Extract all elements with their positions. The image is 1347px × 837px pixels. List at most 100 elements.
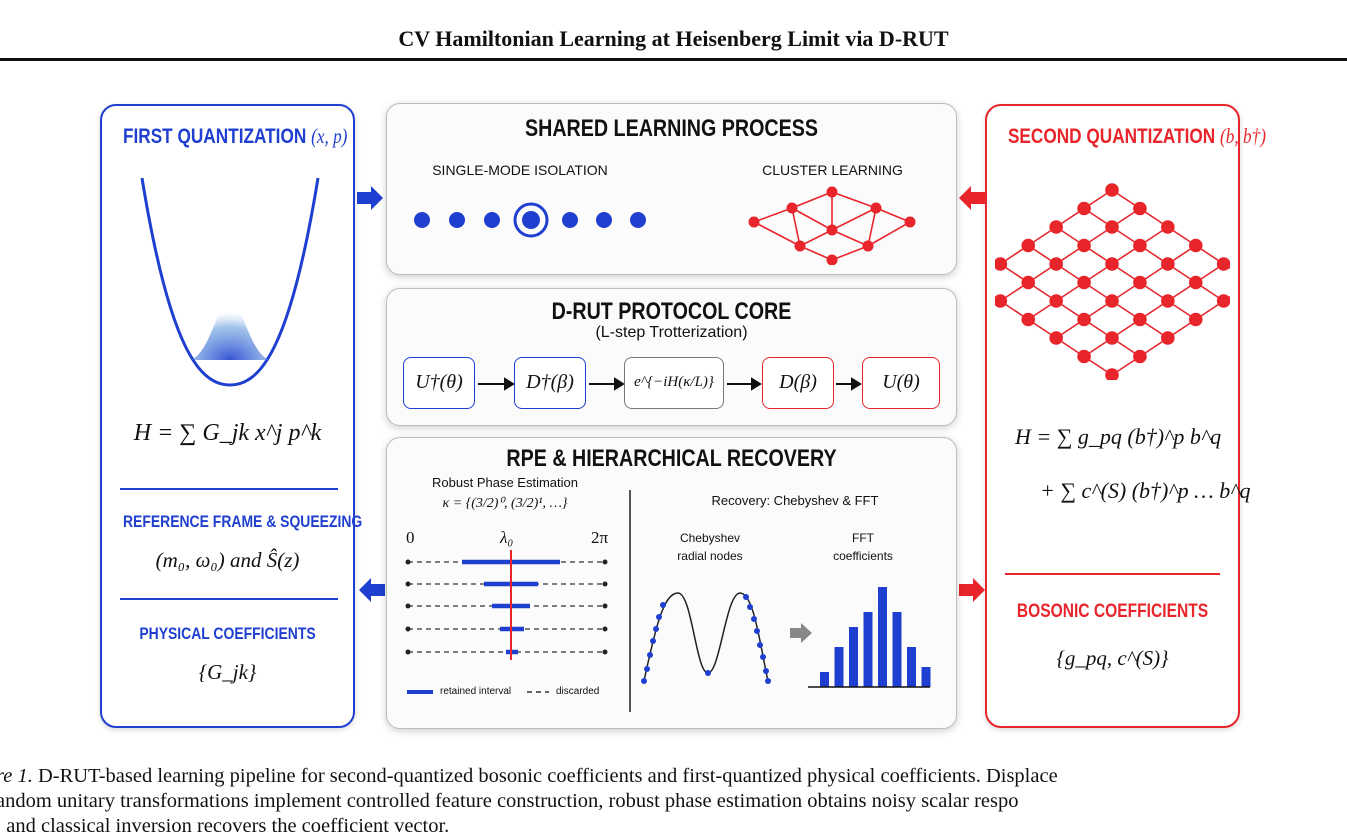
fft-bar [834, 647, 844, 687]
fft-bar [863, 612, 873, 687]
caption-line-2: andom unitary transformations implement … [0, 790, 1019, 812]
bosonic-coefficients-math: {g_pq, c^(S)} [1056, 646, 1169, 670]
lattice-node [1021, 238, 1036, 253]
lattice-node [1077, 349, 1091, 364]
rpe-divider [629, 490, 631, 712]
fft-label-2: coefficients [833, 549, 893, 563]
lattice-node [1133, 275, 1147, 290]
lattice-node [1161, 257, 1175, 271]
lattice-node [1077, 238, 1091, 253]
lattice-node [1105, 257, 1119, 271]
lattice-node [1049, 294, 1063, 308]
recovery-title: Recovery: Chebyshev & FFT [711, 493, 879, 508]
rpe-panel [386, 437, 957, 729]
protocol-arrows [478, 377, 862, 391]
left-divider-2 [120, 598, 338, 600]
lattice-node [1077, 201, 1091, 216]
arrow-right-red-icon [959, 578, 985, 602]
isolated-mode-ring [513, 202, 549, 238]
lattice-node [1049, 331, 1063, 345]
single-mode-label: SINGLE-MODE ISOLATION [432, 162, 608, 178]
lattice-node [1188, 275, 1203, 290]
lattice-node [1021, 275, 1036, 290]
lattice-node [1105, 220, 1119, 234]
lattice-node [1105, 294, 1119, 308]
title-rule [0, 58, 1347, 61]
lattice-node [1077, 312, 1091, 327]
right-divider [1005, 573, 1220, 575]
shared-learning-panel [386, 103, 957, 275]
fft-bar [849, 627, 858, 687]
lattice-node [1077, 275, 1091, 290]
second-quantization-heading: SECOND QUANTIZATION (b, b†) [1007, 124, 1266, 149]
bosonic-lattice-diagram [995, 183, 1230, 380]
second-quantization-hamiltonian-2: + ∑ c^(S) (b†)^p … b^q [1040, 478, 1251, 503]
wavepacket-gaussian [190, 300, 270, 360]
lattice-node [1161, 331, 1175, 345]
lattice-node [1105, 368, 1119, 380]
arrow-left-red-icon [959, 186, 985, 210]
lattice-node [1105, 331, 1119, 345]
page-title: CV Hamiltonian Learning at Heisenberg Li… [398, 26, 949, 51]
first-quantization-hamiltonian: H = ∑ G_jk x^j p^k [133, 420, 322, 446]
axis-end-label: 2π [591, 528, 609, 547]
potential-well-diagram [140, 177, 320, 387]
lattice-node [1216, 294, 1230, 308]
phase-estimation-intervals [405, 550, 608, 660]
second-quantization-hamiltonian-1: H = ∑ g_pq (b†)^p b^q [1015, 424, 1222, 449]
robust-phase-title: Robust Phase Estimation [432, 475, 578, 490]
reference-frame-heading: REFERENCE FRAME & SQUEEZING [122, 512, 363, 531]
bosonic-coefficients-heading: BOSONIC COEFFICIENTS [1016, 601, 1209, 622]
caption-line-3: , and classical inversion recovers the c… [0, 815, 450, 832]
fft-bar [892, 612, 902, 687]
step-u: U(θ) [862, 357, 940, 409]
single-mode-dots [414, 202, 646, 238]
fft-bar [921, 667, 931, 687]
second-quantization-label: SECOND QUANTIZATION [1007, 125, 1216, 148]
fft-label-1: FFT [852, 531, 874, 545]
arrow-right-blue-icon [357, 186, 383, 210]
fft-bar [907, 647, 916, 687]
kappa-set: κ = {(3/2)⁰, (3/2)¹, …} [442, 496, 568, 511]
lattice-node [1216, 257, 1230, 271]
second-quantization-panel [985, 104, 1240, 728]
step-d-dagger: D†(β) [514, 357, 586, 409]
fft-bar-chart [808, 587, 931, 688]
first-quantization-heading: FIRST QUANTIZATION (x, p) [123, 124, 347, 149]
caption-line-1-text: D-RUT-based learning pipeline for second… [37, 765, 1058, 787]
chebyshev-label-2: radial nodes [677, 549, 743, 563]
parabola-curve [140, 177, 320, 387]
legend-retained-label: retained interval [440, 686, 512, 697]
lattice-node [1133, 312, 1147, 327]
chebyshev-curve-plot [641, 592, 771, 684]
step-u-dagger: U†(θ) [403, 357, 475, 409]
lattice-node [1133, 201, 1147, 216]
left-divider-1 [120, 488, 338, 490]
cluster-graph [748, 186, 916, 265]
lattice-node [1188, 312, 1203, 327]
recovery-arrow-icon [790, 623, 812, 643]
reference-frame-math: (m₀, ω₀) and Ŝ(z) [155, 548, 300, 572]
step-d: D(β) [762, 357, 834, 409]
legend-discarded-swatch [527, 691, 549, 693]
figure-caption: re 1. D-RUT-based learning pipeline for … [0, 764, 1347, 832]
lattice-node [1161, 294, 1175, 308]
fft-bar [878, 587, 887, 687]
protocol-core-heading: D-RUT PROTOCOL CORE [551, 298, 792, 325]
lattice-node [1049, 220, 1063, 234]
arrow-left-blue-icon [359, 578, 385, 602]
axis-start-label: 0 [406, 528, 415, 547]
fft-bar [820, 672, 829, 687]
lattice-node [1049, 257, 1063, 271]
cluster-label: CLUSTER LEARNING [762, 162, 903, 178]
rpe-heading: RPE & HIERARCHICAL RECOVERY [506, 445, 837, 472]
lattice-node [995, 257, 1008, 271]
legend-retained-swatch [407, 690, 433, 694]
lattice-node [1188, 238, 1203, 253]
lattice-node [1161, 220, 1175, 234]
legend-discarded-label: discarded [556, 686, 600, 697]
physical-coefficients-math: {G_jk} [198, 660, 257, 684]
physical-coefficients-heading: PHYSICAL COEFFICIENTS [139, 624, 316, 643]
first-quantization-vars: (x, p) [311, 124, 348, 148]
step-evolution: e^{−iH(κ/L)} [624, 357, 724, 409]
